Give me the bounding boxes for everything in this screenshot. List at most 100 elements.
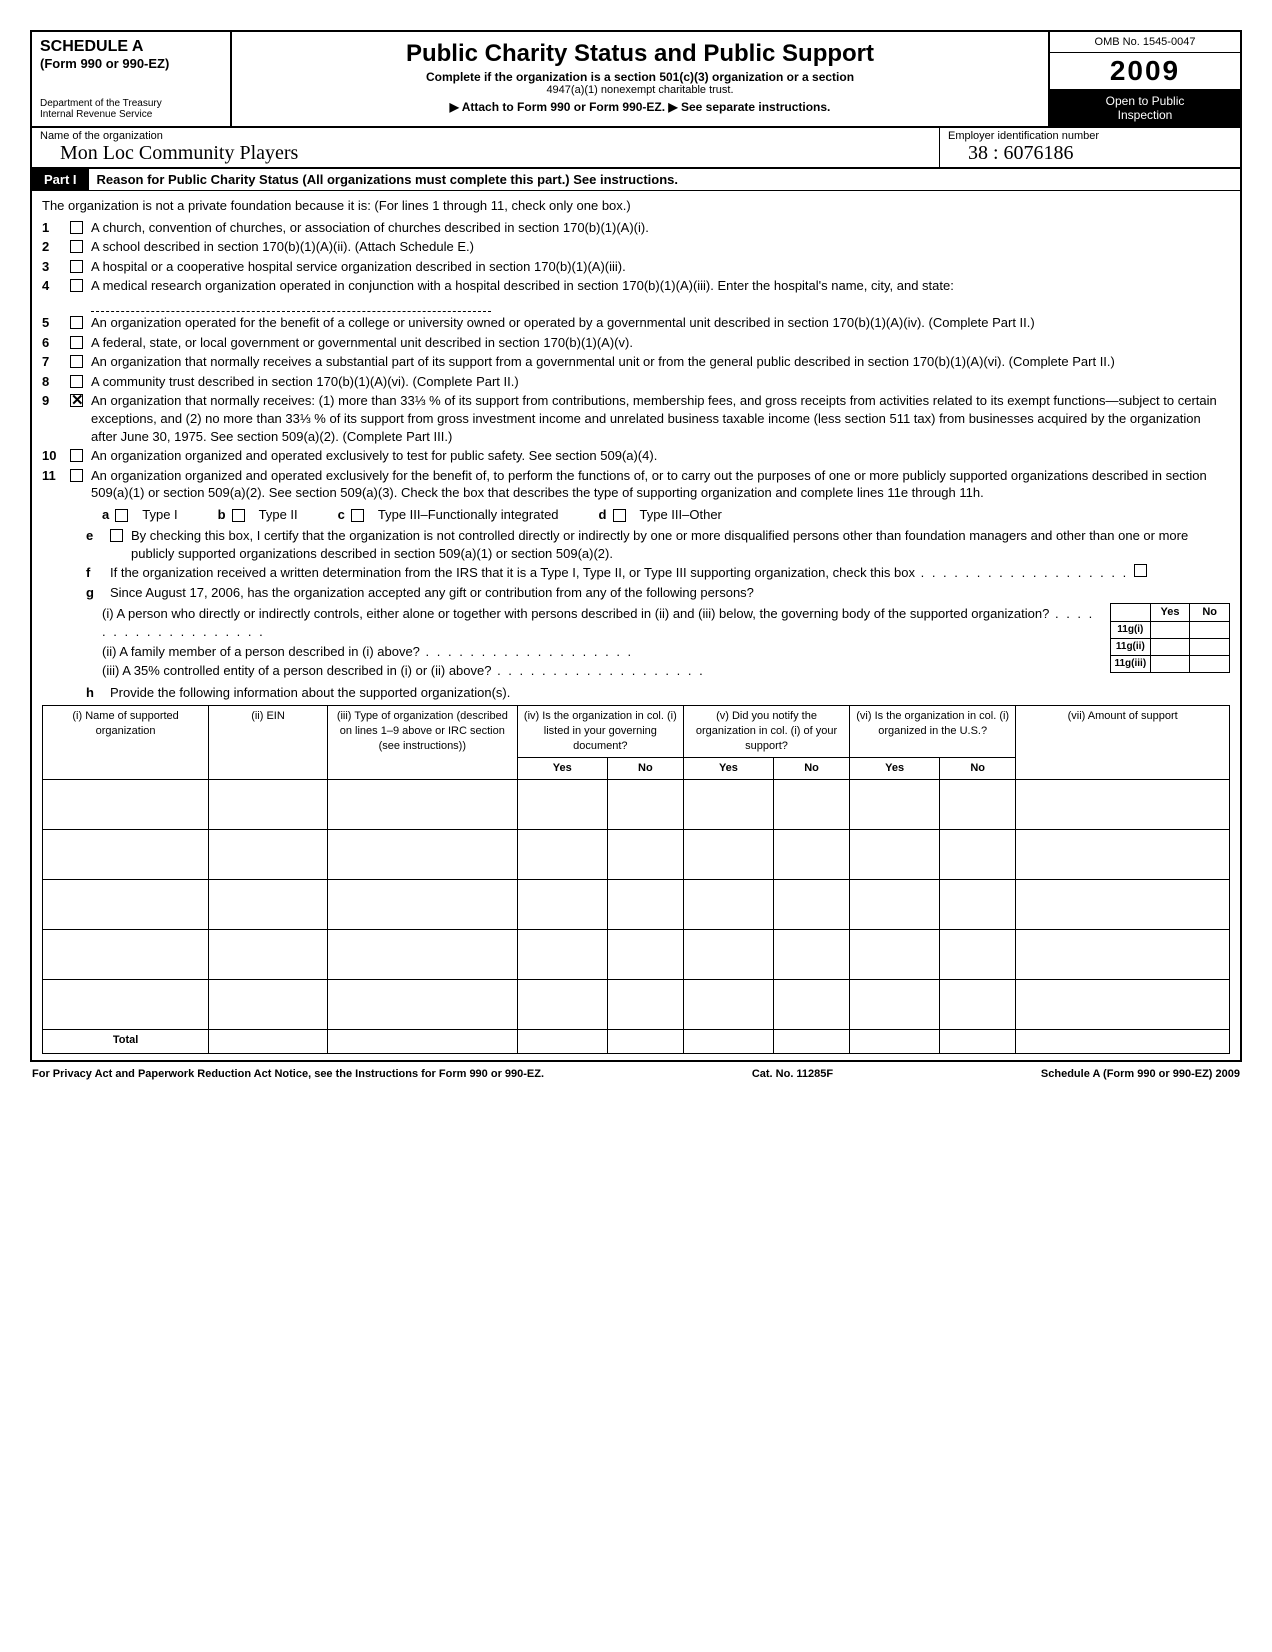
line-1-checkbox[interactable] (70, 221, 83, 234)
type-b-checkbox[interactable] (232, 509, 245, 522)
line-10-num: 10 (42, 447, 70, 465)
line-7-num: 7 (42, 353, 70, 371)
line-8-text: A community trust described in section 1… (91, 373, 1230, 391)
footer: For Privacy Act and Paperwork Reduction … (30, 1062, 1242, 1086)
name-ein-row: Name of the organization Mon Loc Communi… (32, 128, 1240, 169)
type-c-checkbox[interactable] (351, 509, 364, 522)
th-iv-no: No (607, 757, 683, 779)
line-11-text: An organization organized and operated e… (91, 467, 1230, 502)
org-name-cell: Name of the organization Mon Loc Communi… (32, 128, 940, 167)
form-number: (Form 990 or 990-EZ) (40, 56, 222, 71)
line-10-checkbox[interactable] (70, 449, 83, 462)
yesno-11gi-label: 11g(i) (1111, 622, 1150, 638)
total-label: Total (43, 1029, 209, 1053)
line-8-num: 8 (42, 373, 70, 391)
line-4-text: A medical research organization operated… (91, 277, 1230, 312)
table-row (43, 979, 1230, 1029)
line-5-checkbox[interactable] (70, 316, 83, 329)
table-row (43, 929, 1230, 979)
table-row (43, 779, 1230, 829)
line-8-checkbox[interactable] (70, 375, 83, 388)
g-i-text: (i) A person who directly or indirectly … (102, 605, 1110, 640)
line-3-text: A hospital or a cooperative hospital ser… (91, 258, 1230, 276)
sub-g-label: g (86, 584, 110, 602)
g-ii-text: (ii) A family member of a person describ… (102, 643, 1110, 661)
yesno-11gii-yes[interactable] (1150, 639, 1190, 655)
header-row: SCHEDULE A (Form 990 or 990-EZ) Departme… (32, 32, 1240, 128)
total-row: Total (43, 1029, 1230, 1053)
sub-f-label: f (86, 564, 110, 582)
yesno-11gii-label: 11g(ii) (1111, 639, 1150, 655)
line-11-checkbox[interactable] (70, 469, 83, 482)
line-2-text: A school described in section 170(b)(1)(… (91, 238, 1230, 256)
part-1-bar: Part I Reason for Public Charity Status … (32, 169, 1240, 191)
sub-f-text: If the organization received a written d… (110, 564, 1230, 582)
line-6-text: A federal, state, or local government or… (91, 334, 1230, 352)
line-9-checkbox[interactable] (70, 394, 83, 407)
sub-e-checkbox[interactable] (110, 529, 123, 542)
open-to-public: Open to PublicInspection (1050, 90, 1240, 126)
no-header: No (1189, 604, 1229, 621)
ein-value: 38 : 6076186 (948, 142, 1232, 165)
form-title: Public Charity Status and Public Support (240, 40, 1040, 68)
line-4-num: 4 (42, 277, 70, 295)
th-ein: (ii) EIN (209, 706, 328, 779)
part-1-label: Part I (32, 169, 89, 190)
yesno-11giii-yes[interactable] (1150, 656, 1190, 672)
support-table: (i) Name of supported organization (ii) … (42, 705, 1230, 1053)
line-5-text: An organization operated for the benefit… (91, 314, 1230, 332)
th-us: (vi) Is the organization in col. (i) org… (850, 706, 1016, 758)
th-type: (iii) Type of organization (described on… (327, 706, 517, 779)
th-v-yes: Yes (683, 757, 773, 779)
type-a-checkbox[interactable] (115, 509, 128, 522)
th-listed: (iv) Is the organization in col. (i) lis… (517, 706, 683, 758)
yesno-grid: YesNo 11g(i) 11g(ii) 11g(iii) (1110, 603, 1230, 673)
th-vi-no: No (940, 757, 1016, 779)
sub-e-label: e (86, 527, 110, 545)
tax-year: 2009 (1050, 53, 1240, 90)
part-1-content: The organization is not a private founda… (32, 191, 1240, 1060)
line-7-text: An organization that normally receives a… (91, 353, 1230, 371)
attach-instruction: ▶ Attach to Form 990 or Form 990-EZ. ▶ S… (240, 100, 1040, 114)
line-2-num: 2 (42, 238, 70, 256)
sub-h-label: h (86, 684, 110, 702)
line-4-checkbox[interactable] (70, 279, 83, 292)
yesno-11gi-no[interactable] (1189, 622, 1229, 638)
line-10-text: An organization organized and operated e… (91, 447, 1230, 465)
footer-left: For Privacy Act and Paperwork Reduction … (32, 1068, 544, 1080)
sub-f-checkbox[interactable] (1134, 564, 1147, 577)
line-11-num: 11 (42, 467, 70, 485)
footer-mid: Cat. No. 11285F (752, 1068, 833, 1080)
line-1-text: A church, convention of churches, or ass… (91, 219, 1230, 237)
line-7-checkbox[interactable] (70, 355, 83, 368)
type-d-checkbox[interactable] (613, 509, 626, 522)
type-c-label: Type III–Functionally integrated (378, 506, 559, 524)
yesno-11gi-yes[interactable] (1150, 622, 1190, 638)
sub-e-text: By checking this box, I certify that the… (131, 527, 1230, 562)
line-6-checkbox[interactable] (70, 336, 83, 349)
header-left: SCHEDULE A (Form 990 or 990-EZ) Departme… (32, 32, 232, 126)
th-v-no: No (773, 757, 849, 779)
sub-g-text: Since August 17, 2006, has the organizat… (110, 584, 1230, 602)
type-d-label: Type III–Other (640, 506, 722, 524)
th-iv-yes: Yes (517, 757, 607, 779)
line-2-checkbox[interactable] (70, 240, 83, 253)
th-notify: (v) Did you notify the organization in c… (683, 706, 849, 758)
subtitle-2: 4947(a)(1) nonexempt charitable trust. (240, 84, 1040, 96)
yesno-11giii-no[interactable] (1189, 656, 1229, 672)
line-3-checkbox[interactable] (70, 260, 83, 273)
th-amount: (vii) Amount of support (1016, 706, 1230, 779)
th-vi-yes: Yes (850, 757, 940, 779)
header-center: Public Charity Status and Public Support… (232, 32, 1050, 126)
yesno-11gii-no[interactable] (1189, 639, 1229, 655)
th-name: (i) Name of supported organization (43, 706, 209, 779)
org-name-label: Name of the organization (40, 130, 931, 142)
g-iii-text: (iii) A 35% controlled entity of a perso… (102, 662, 1110, 680)
yesno-11giii-label: 11g(iii) (1111, 656, 1150, 672)
ein-label: Employer identification number (948, 130, 1232, 142)
line-1-num: 1 (42, 219, 70, 237)
table-row (43, 879, 1230, 929)
dept-treasury: Department of the Treasury (40, 98, 222, 109)
schedule-label: SCHEDULE A (40, 38, 222, 56)
line-3-num: 3 (42, 258, 70, 276)
